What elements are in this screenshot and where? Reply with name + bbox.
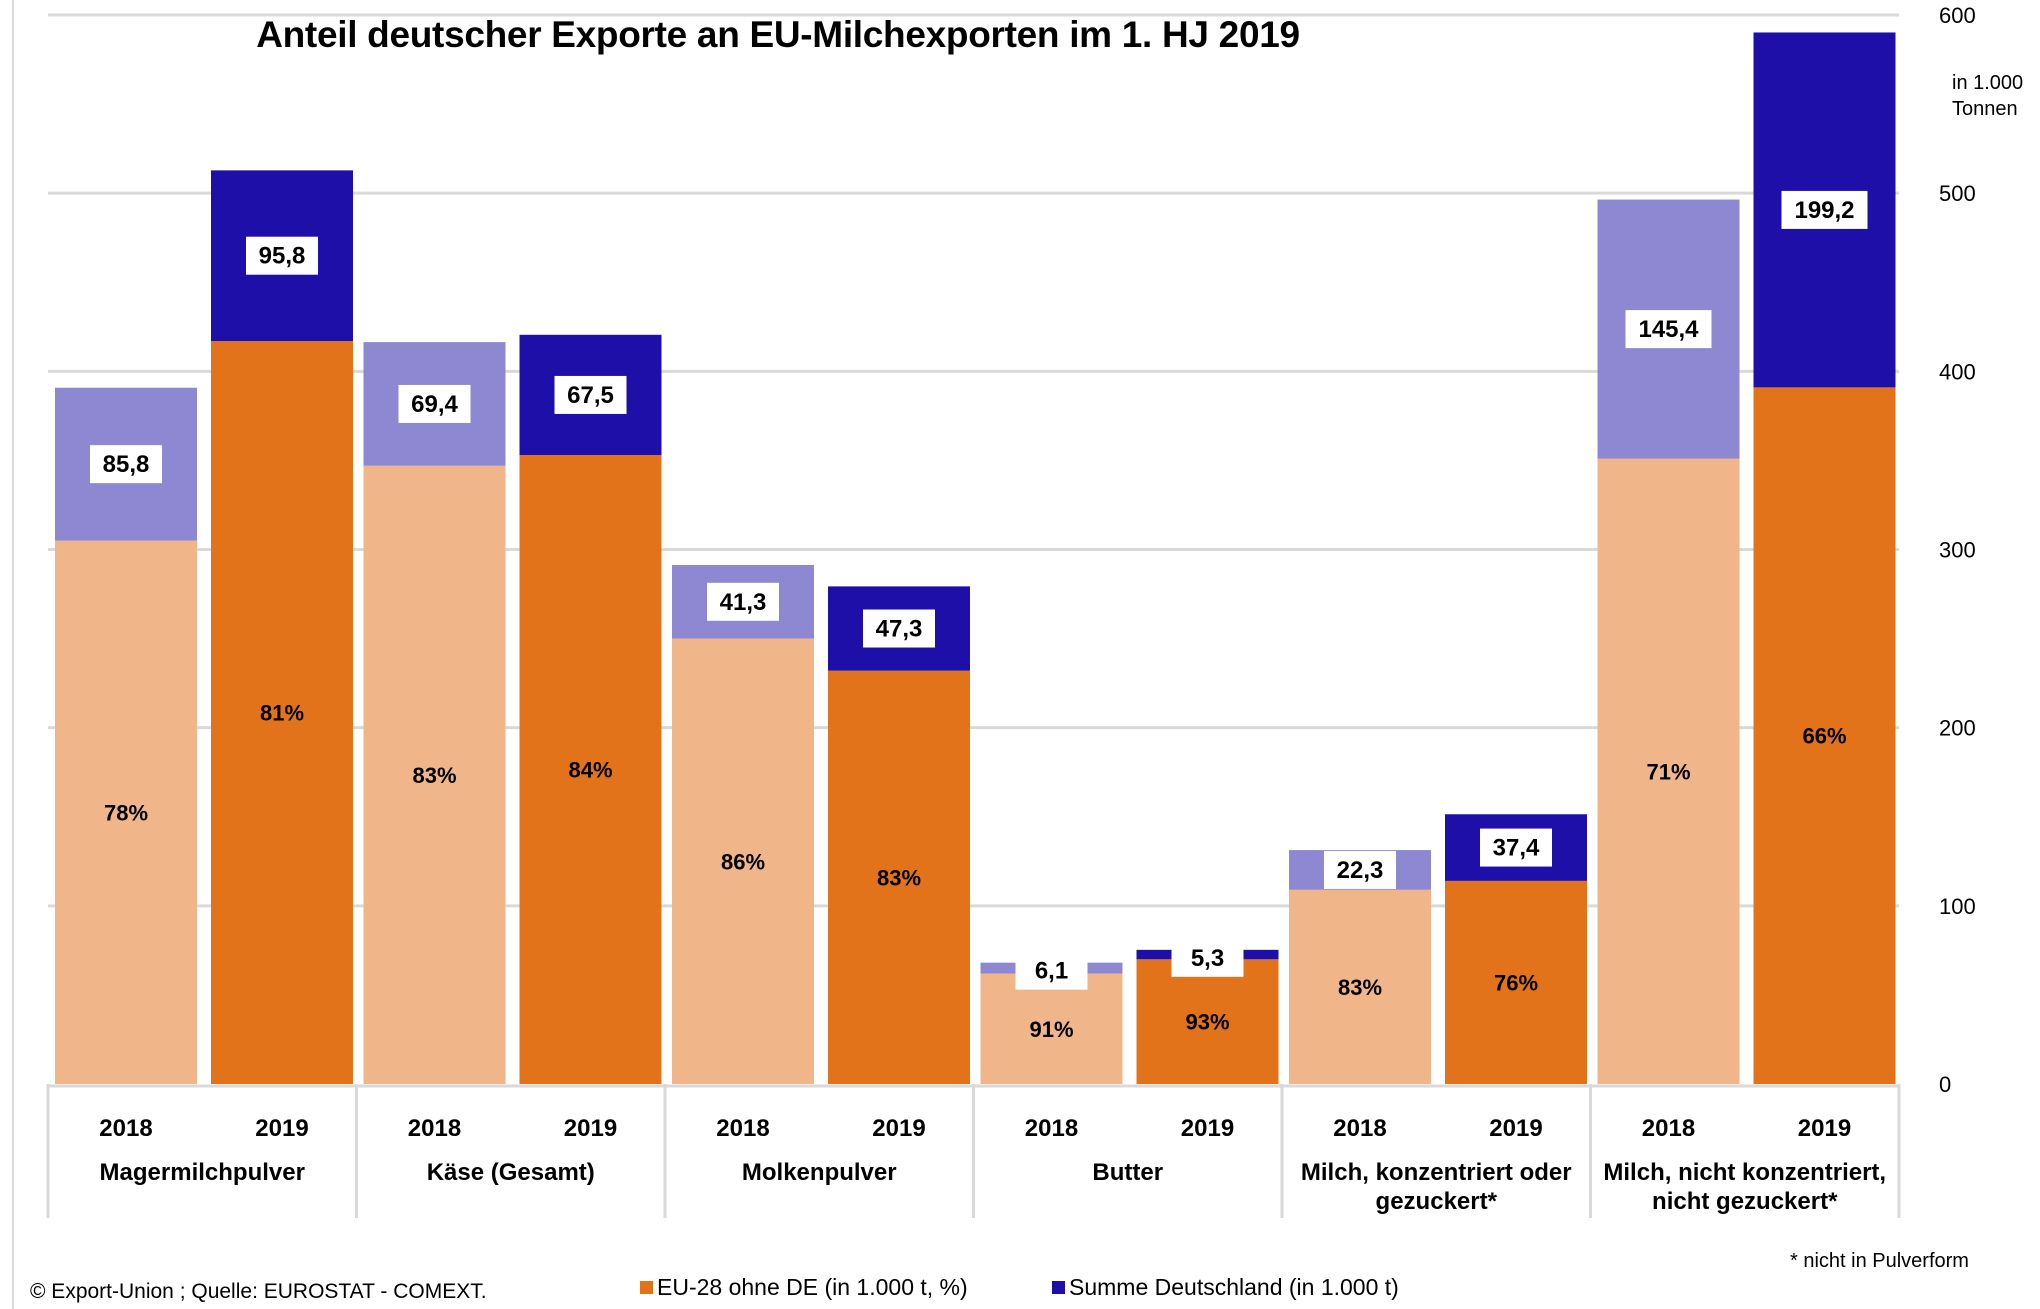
value-label-box [1781, 190, 1868, 229]
year-tick-label: 2019 [1181, 1115, 1234, 1142]
bar-segment-eu [1289, 889, 1431, 1084]
bars [55, 32, 1896, 1084]
value-label-box [398, 384, 471, 423]
bar-segment-eu [1445, 880, 1587, 1084]
legend-swatch-de [1052, 1281, 1065, 1294]
value-label: 85,8 [103, 451, 150, 478]
percent-label: 81% [260, 701, 304, 726]
value-label: 69,4 [411, 391, 458, 418]
value-label: 6,1 [1035, 958, 1068, 985]
year-tick-label: 2019 [255, 1115, 308, 1142]
year-tick-label: 2018 [716, 1115, 769, 1142]
chart-title: Anteil deutscher Exporte an EU-Milchexpo… [256, 14, 1300, 55]
bar-segment-eu [519, 455, 662, 1084]
legend-label-de: Summe Deutschland (in 1.000 t) [1069, 1274, 1399, 1300]
y-tick-label: 200 [1939, 716, 1976, 741]
bar-segment-eu [980, 973, 1123, 1084]
year-tick-label: 2018 [99, 1115, 152, 1142]
year-tick-label: 2019 [872, 1115, 925, 1142]
category-label: Magermilchpulver [100, 1159, 305, 1186]
y-axis-unit: in 1.000 Tonnen [1952, 70, 2023, 122]
category-label: Butter [1092, 1159, 1163, 1186]
value-label: 5,3 [1191, 945, 1224, 972]
category-label: Käse (Gesamt) [427, 1159, 595, 1186]
frame-border [12, 0, 14, 1309]
value-label-box [1015, 951, 1088, 990]
data-labels: 78% 85,8 81% 95,8 83% 69,4 84% 67,5 86% 41,3 83% 47… [90, 190, 1868, 1042]
bar-segment-eu [1753, 387, 1896, 1084]
percent-label: 76% [1494, 970, 1538, 995]
percent-label: 83% [877, 865, 921, 890]
year-tick-label: 2019 [1489, 1115, 1542, 1142]
value-label-box [1171, 938, 1244, 977]
percent-label: 83% [412, 763, 456, 788]
value-label: 47,3 [876, 616, 923, 643]
bar-segment-eu [1136, 959, 1279, 1084]
percent-label: 71% [1646, 759, 1690, 784]
y-tick-label: 400 [1939, 359, 1976, 384]
bar-segment-eu [55, 540, 197, 1084]
legend-label-eu: EU-28 ohne DE (in 1.000 t, %) [657, 1274, 968, 1300]
unit-line-1: in 1.000 [1952, 72, 2024, 94]
year-tick-label: 2018 [1333, 1115, 1386, 1142]
value-label: 22,3 [1337, 857, 1384, 884]
x-axis: 2018 2019 Magermilchpulver 2018 2019 Käse (Ge… [46, 1084, 1901, 1218]
value-label-box [90, 445, 162, 484]
footnote: * nicht in Pulverform [1790, 1250, 1969, 1272]
legend-swatch-eu [640, 1281, 653, 1294]
value-label-box [863, 609, 935, 648]
category-label: Molkenpulver [742, 1159, 897, 1186]
value-label-box [246, 236, 318, 275]
value-label: 145,4 [1638, 316, 1699, 343]
bar-segment-eu [363, 465, 506, 1084]
y-tick-label: 300 [1939, 538, 1976, 563]
year-tick-label: 2018 [1025, 1115, 1078, 1142]
y-tick-label: 600 [1939, 3, 1976, 28]
value-label-box [554, 375, 627, 414]
value-label: 37,4 [1493, 835, 1540, 862]
category-label: Milch, nicht konzentriert, [1603, 1159, 1886, 1186]
value-label-box [1480, 828, 1552, 867]
source-note: © Export-Union ; Quelle: EUROSTAT - COME… [30, 1280, 487, 1303]
value-label: 67,5 [567, 382, 614, 409]
y-tick-label: 0 [1939, 1072, 1951, 1097]
percent-label: 83% [1338, 975, 1382, 1000]
bar-segment-eu [672, 638, 814, 1084]
unit-line-2: Tonnen [1952, 98, 2018, 120]
legend-item-eu: EU-28 ohne DE (in 1.000 t, %) [640, 1274, 968, 1301]
bar-segment-eu [1597, 458, 1740, 1084]
value-label: 95,8 [259, 243, 306, 270]
percent-label: 66% [1802, 724, 1846, 749]
gridlines [48, 13, 1899, 908]
year-tick-label: 2018 [408, 1115, 461, 1142]
percent-label: 91% [1029, 1017, 1073, 1042]
category-label: Milch, konzentriert oder [1301, 1159, 1572, 1186]
percent-label: 86% [721, 849, 765, 874]
category-label: nicht gezuckert* [1652, 1188, 1838, 1215]
percent-label: 78% [104, 800, 148, 825]
year-tick-label: 2019 [564, 1115, 617, 1142]
value-label-box [1324, 850, 1396, 889]
category-label: gezuckert* [1376, 1188, 1498, 1215]
y-axis: 0 100 200 300 400 500 600 [1939, 3, 1976, 1097]
y-tick-label: 500 [1939, 181, 1976, 206]
value-label: 41,3 [720, 589, 767, 616]
y-tick-label: 100 [1939, 894, 1976, 919]
value-label-box [707, 582, 779, 621]
year-tick-label: 2018 [1642, 1115, 1695, 1142]
year-tick-label: 2019 [1798, 1115, 1851, 1142]
value-label-box [1625, 310, 1712, 349]
legend-item-de: Summe Deutschland (in 1.000 t) [1052, 1274, 1399, 1301]
bar-segment-eu [828, 670, 970, 1084]
bar-segment-eu [211, 341, 353, 1084]
percent-label: 84% [568, 758, 612, 783]
value-label: 199,2 [1794, 197, 1854, 224]
percent-label: 93% [1185, 1010, 1229, 1035]
